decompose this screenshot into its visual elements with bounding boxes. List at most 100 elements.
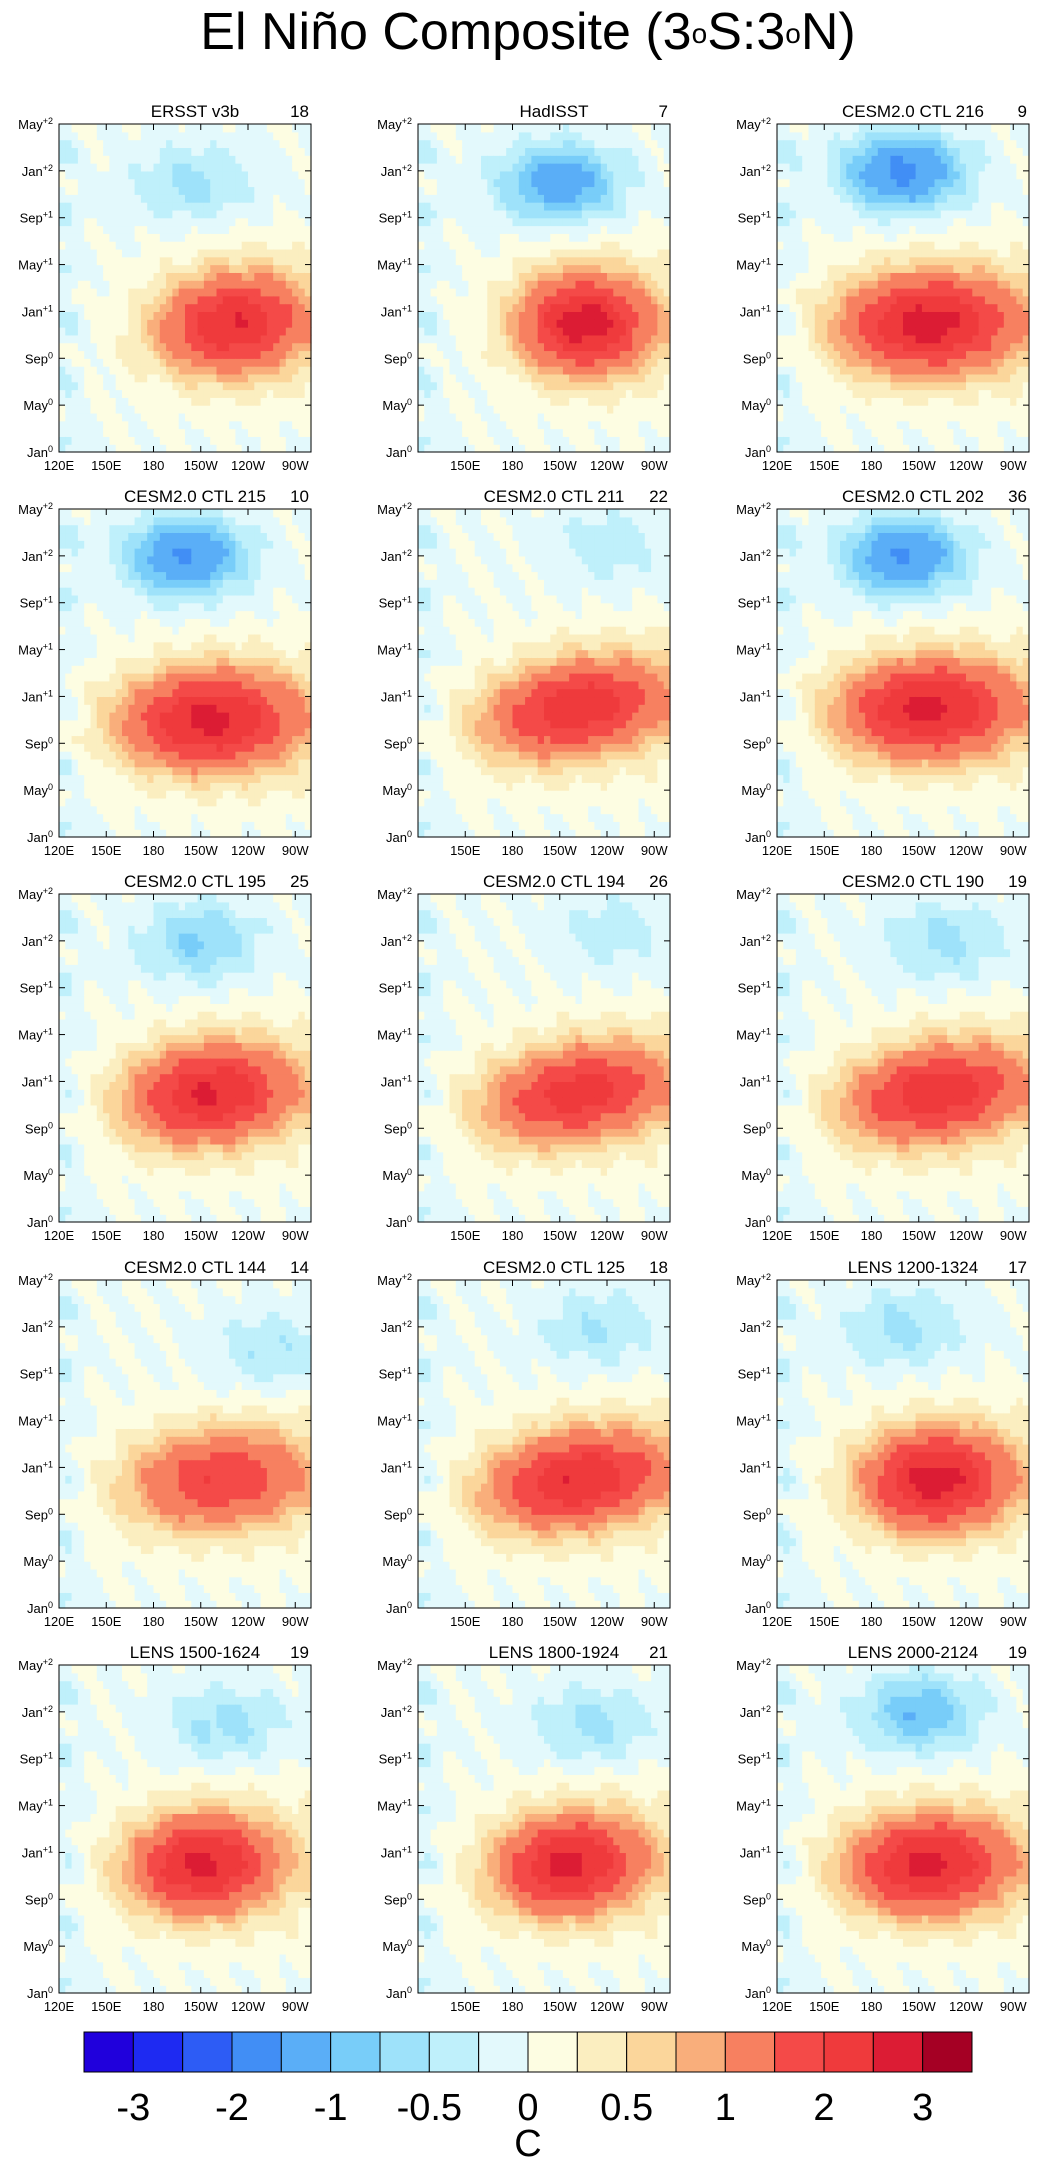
- heat-cell: [418, 304, 425, 312]
- heat-cell: [128, 335, 135, 343]
- heat-cell: [154, 171, 161, 179]
- heat-cell: [198, 132, 205, 140]
- heat-cell: [91, 405, 98, 413]
- heat-cell: [147, 296, 154, 304]
- heat-cell: [443, 421, 450, 429]
- heat-cell: [59, 265, 66, 273]
- heat-cell: [229, 163, 236, 171]
- heat-cell: [280, 358, 287, 366]
- heat-cell: [204, 374, 211, 382]
- heat-cell: [280, 413, 287, 421]
- heat-cell: [72, 155, 79, 163]
- heat-cell: [223, 288, 230, 296]
- heat-cell: [229, 421, 236, 429]
- heat-cell: [172, 155, 179, 163]
- heat-cell: [248, 272, 255, 280]
- heat-cell: [198, 226, 205, 234]
- heat-cell: [78, 311, 85, 319]
- heat-cell: [160, 272, 167, 280]
- heat-cell: [437, 241, 444, 249]
- heat-cell: [128, 343, 135, 351]
- heat-cell: [179, 397, 186, 405]
- heat-cell: [179, 327, 186, 335]
- heat-cell: [128, 171, 135, 179]
- heat-cell: [135, 140, 142, 148]
- heat-cell: [286, 390, 293, 398]
- heat-cell: [172, 226, 179, 234]
- heat-cell: [78, 171, 85, 179]
- heat-cell: [223, 226, 230, 234]
- heat-cell: [198, 350, 205, 358]
- heat-cell: [154, 288, 161, 296]
- heat-cell: [437, 413, 444, 421]
- heat-cell: [418, 265, 425, 273]
- heat-cell: [267, 350, 274, 358]
- heat-cell: [217, 421, 224, 429]
- heat-cell: [267, 210, 274, 218]
- heat-cell: [273, 374, 280, 382]
- heat-cell: [298, 194, 305, 202]
- heat-cell: [166, 397, 173, 405]
- heat-cell: [166, 132, 173, 140]
- heat-cell: [84, 405, 91, 413]
- heat-cell: [210, 405, 217, 413]
- heat-cell: [254, 358, 261, 366]
- heat-cell: [72, 210, 79, 218]
- heat-cell: [424, 304, 431, 312]
- heat-cell: [191, 163, 198, 171]
- heat-cell: [97, 155, 104, 163]
- heat-cell: [160, 397, 167, 405]
- heat-cell: [217, 382, 224, 390]
- heat-cell: [292, 429, 299, 437]
- heat-cell: [204, 280, 211, 288]
- heat-cell: [172, 350, 179, 358]
- heat-cell: [292, 436, 299, 444]
- heat-cell: [298, 155, 305, 163]
- heat-cell: [72, 202, 79, 210]
- heat-cell: [59, 421, 66, 429]
- heat-cell: [72, 421, 79, 429]
- heat-cell: [235, 405, 242, 413]
- heat-cell: [242, 186, 249, 194]
- heat-cell: [103, 155, 110, 163]
- y-tick-label: Sep+1: [20, 210, 53, 226]
- heat-cell: [229, 405, 236, 413]
- heat-cell: [116, 335, 123, 343]
- heat-cell: [141, 444, 148, 452]
- heat-cell: [166, 280, 173, 288]
- heat-cell: [254, 124, 261, 132]
- heat-cell: [248, 405, 255, 413]
- heat-cell: [242, 288, 249, 296]
- heat-cell: [261, 429, 268, 437]
- heat-cell: [172, 147, 179, 155]
- heat-cell: [286, 382, 293, 390]
- heat-cell: [160, 218, 167, 226]
- heat-cell: [59, 390, 66, 398]
- heat-cell: [235, 194, 242, 202]
- heat-cell: [78, 374, 85, 382]
- heat-cell: [122, 210, 129, 218]
- heat-cell: [273, 280, 280, 288]
- heat-cell: [166, 233, 173, 241]
- heat-cell: [254, 319, 261, 327]
- heat-cell: [135, 405, 142, 413]
- heat-cell: [91, 280, 98, 288]
- heat-cell: [78, 421, 85, 429]
- heat-cell: [91, 132, 98, 140]
- heat-cell: [223, 296, 230, 304]
- heat-cell: [154, 218, 161, 226]
- heat-cell: [261, 257, 268, 265]
- heat-cell: [154, 311, 161, 319]
- heat-cell: [204, 296, 211, 304]
- heat-cell: [248, 194, 255, 202]
- heat-cell: [147, 163, 154, 171]
- heat-cell: [254, 429, 261, 437]
- heat-cell: [154, 265, 161, 273]
- heat-cell: [179, 319, 186, 327]
- heat-cell: [210, 444, 217, 452]
- heat-cell: [141, 226, 148, 234]
- heat-cell: [103, 241, 110, 249]
- heat-cell: [84, 335, 91, 343]
- heat-cell: [198, 405, 205, 413]
- heat-cell: [273, 436, 280, 444]
